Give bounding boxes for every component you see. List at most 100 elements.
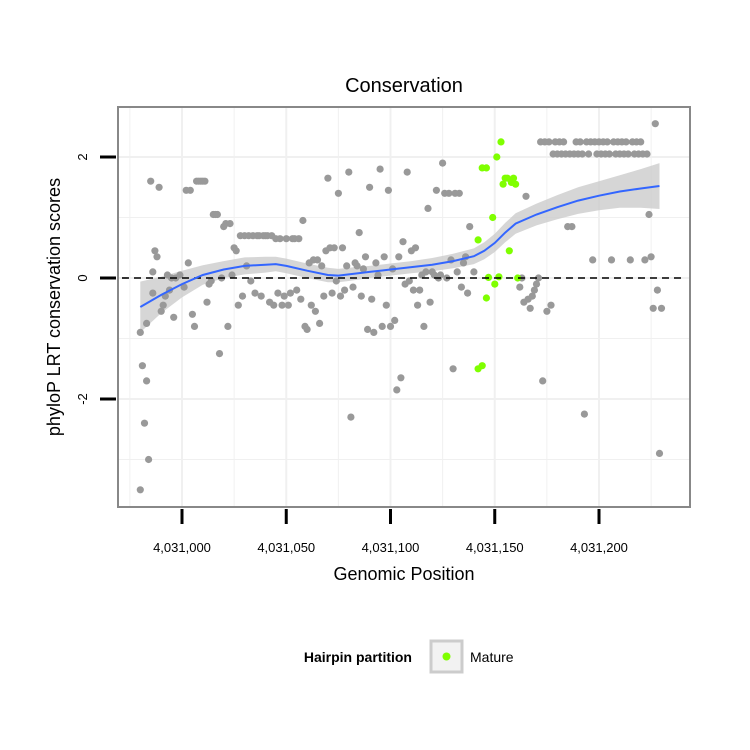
point-other	[641, 256, 649, 264]
point-other	[190, 322, 199, 330]
point-other	[605, 150, 614, 158]
x-tick-label: 4,031,050	[257, 540, 315, 555]
point-other	[213, 210, 221, 219]
point-other	[332, 277, 340, 285]
x-tick-label: 4,031,000	[153, 540, 211, 555]
point-other	[578, 150, 586, 158]
point-other	[247, 277, 255, 285]
point-other	[357, 292, 365, 300]
point-other	[532, 280, 541, 288]
point-other	[328, 289, 336, 297]
x-tick-label: 4,031,150	[466, 540, 524, 555]
x-tick-label: 4,031,100	[362, 540, 420, 555]
point-other	[286, 289, 294, 297]
grid-lines	[118, 107, 690, 507]
point-other	[270, 301, 278, 309]
point-other	[334, 189, 342, 197]
point-other	[384, 186, 392, 194]
point-other	[361, 253, 370, 261]
point-other	[622, 138, 630, 146]
point-other	[143, 377, 151, 385]
point-other	[649, 304, 657, 312]
point-other	[647, 253, 655, 261]
point-other	[318, 262, 326, 270]
point-other	[528, 292, 536, 300]
point-other	[282, 235, 290, 243]
point-other	[539, 377, 547, 385]
point-other	[589, 256, 597, 264]
point-mature	[505, 247, 513, 255]
point-other	[180, 283, 188, 291]
point-other	[391, 316, 399, 324]
point-other	[380, 253, 388, 261]
y-axis: -2 0 2	[75, 153, 116, 405]
point-other	[257, 292, 265, 300]
point-other	[522, 192, 530, 200]
point-other	[422, 268, 430, 276]
point-other	[353, 262, 361, 270]
point-other	[516, 283, 524, 291]
point-other	[657, 304, 666, 312]
point-other	[530, 286, 539, 294]
point-other	[203, 298, 211, 306]
point-other	[470, 268, 478, 276]
point-other	[368, 295, 376, 303]
point-other	[280, 292, 288, 300]
point-other	[186, 186, 194, 194]
point-other	[347, 413, 355, 421]
point-other	[330, 244, 338, 252]
point-mature	[478, 362, 486, 370]
point-other	[153, 253, 161, 261]
legend-title: Hairpin partition	[304, 649, 412, 665]
point-other	[313, 256, 322, 264]
point-other	[382, 301, 390, 309]
point-other	[345, 168, 353, 176]
point-other	[299, 216, 307, 225]
point-other	[311, 307, 319, 315]
point-other	[355, 229, 363, 237]
point-other	[645, 210, 653, 219]
point-other	[409, 286, 417, 294]
point-other	[316, 319, 324, 327]
panel-border	[117, 106, 691, 508]
point-other	[405, 277, 413, 285]
point-other	[560, 138, 568, 146]
panel-background	[118, 107, 690, 507]
point-other	[464, 289, 472, 297]
point-other	[416, 286, 424, 294]
point-other	[136, 328, 144, 336]
point-other	[576, 138, 584, 146]
point-other	[324, 174, 332, 182]
point-mature	[482, 164, 490, 172]
point-other	[414, 301, 422, 309]
point-other	[138, 362, 146, 370]
point-other	[526, 304, 534, 312]
point-mature	[514, 274, 522, 282]
point-other	[238, 292, 247, 300]
point-other	[545, 138, 553, 146]
point-other	[457, 283, 465, 291]
point-other	[399, 238, 407, 246]
legend-key-mature	[442, 652, 451, 661]
point-mature	[499, 180, 507, 188]
point-other	[276, 235, 284, 243]
point-other	[376, 165, 384, 173]
point-other	[226, 220, 234, 228]
point-other	[411, 244, 420, 252]
point-other	[424, 204, 432, 212]
point-other	[170, 313, 178, 321]
point-other	[585, 150, 593, 158]
point-other	[403, 168, 411, 176]
point-other	[637, 138, 645, 146]
point-other	[224, 322, 232, 330]
point-other	[341, 286, 349, 294]
point-other	[215, 350, 224, 358]
x-axis-title: Genomic Position	[333, 564, 474, 584]
point-other	[449, 365, 457, 373]
x-tick-label: 4,031,200	[570, 540, 628, 555]
point-other	[426, 298, 434, 306]
point-other	[149, 268, 157, 276]
point-mature	[509, 174, 518, 182]
point-other	[343, 262, 351, 270]
point-other	[251, 289, 259, 297]
